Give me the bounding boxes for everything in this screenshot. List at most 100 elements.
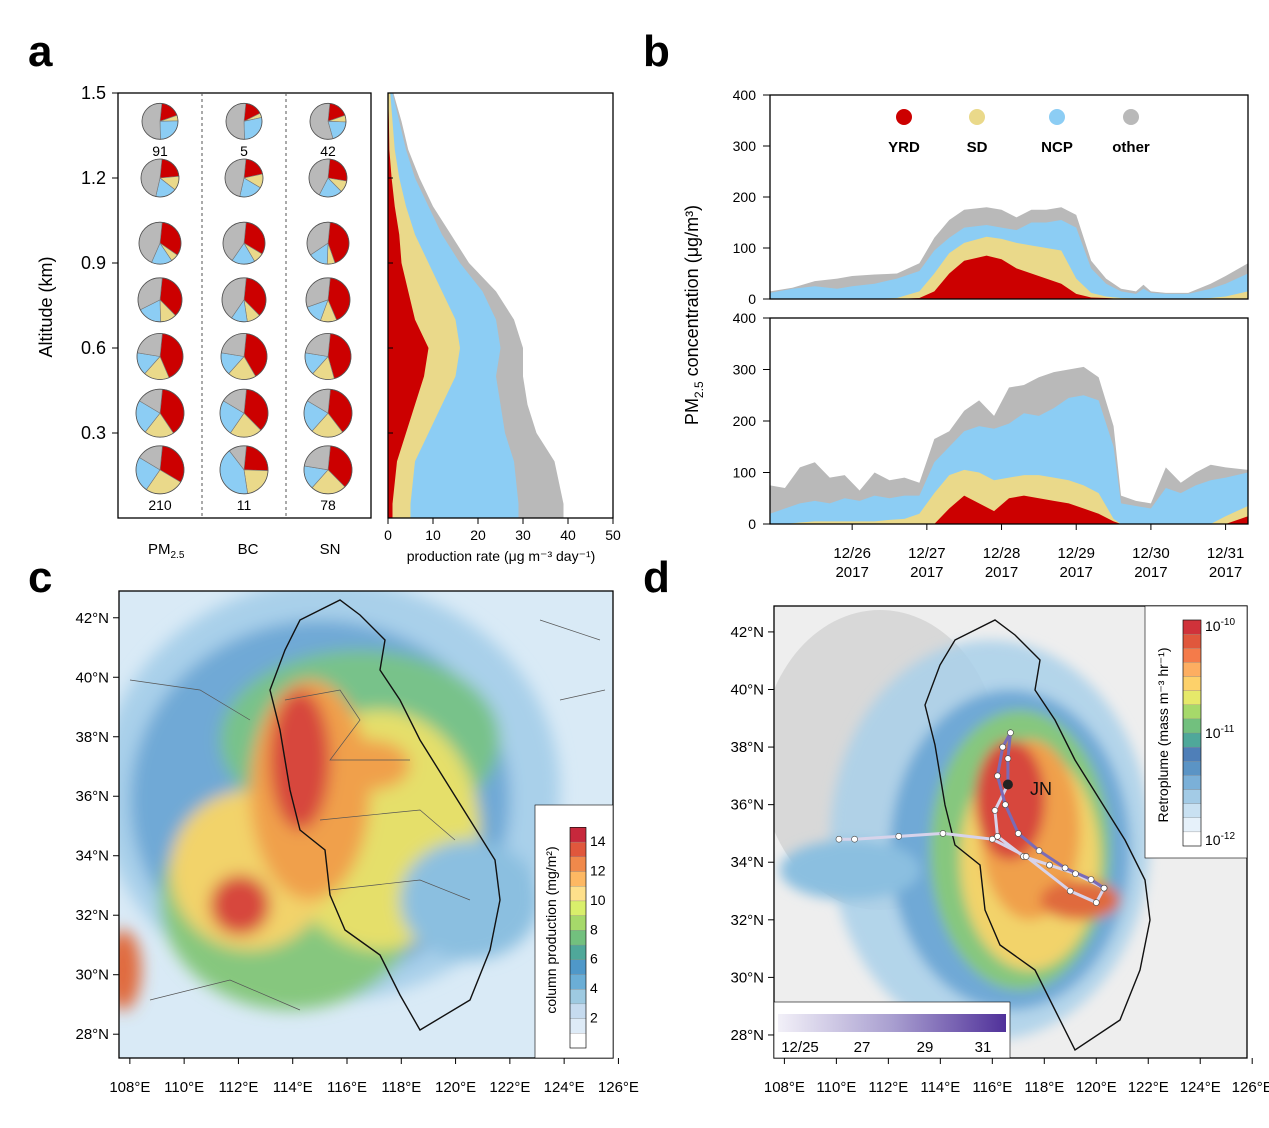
colorbar-c-bin: [569, 1018, 587, 1034]
longitude-tick-label: 122°E: [1128, 1079, 1169, 1096]
field-c-orange-east: [330, 740, 410, 790]
legend-dot-sd: [969, 109, 985, 125]
longitude-tick-label: 116°E: [327, 1079, 367, 1096]
longitude-tick-label: 110°E: [816, 1079, 856, 1096]
longitude-tick-label: 112°E: [218, 1079, 258, 1096]
pie-outline: [222, 221, 266, 265]
trajectory-point: [1087, 876, 1095, 883]
latitude-tick-label: 28°N: [75, 1026, 109, 1043]
pm25-label-sub: 2.5: [692, 381, 706, 398]
field-c-red-southwest: [210, 875, 270, 935]
site-label-jn: JN: [1030, 779, 1052, 799]
colorbar-c-tick-label: 14: [590, 833, 606, 849]
trajectory-point: [994, 772, 1001, 780]
date-bar-gradient: [778, 1014, 1006, 1032]
time-series-bottom: [770, 366, 1248, 524]
year-tick-label: 2017: [1060, 564, 1093, 581]
latitude-tick-label: 36°N: [75, 788, 109, 805]
colorbar-d-bin: [1182, 831, 1202, 847]
colorbar-d-tick-exp: -12: [1221, 831, 1236, 842]
colorbar-d-bin: [1182, 775, 1202, 790]
panel-label-a: a: [28, 27, 53, 76]
year-tick-label: 2017: [985, 564, 1018, 581]
column-label-pm25: PM2.5: [148, 541, 185, 561]
date-tick-label: 12/30: [1132, 545, 1170, 562]
colorbar-c-bin: [569, 827, 587, 843]
production-rate-label: production rate (μg m⁻³ day⁻¹): [407, 548, 596, 564]
colorbar-d-bin: [1182, 803, 1202, 818]
time-series-top: [770, 207, 1248, 299]
longitude-tick-label: 120°E: [1076, 1079, 1117, 1096]
concentration-tick-label: 100: [733, 240, 757, 256]
pm25-concentration-label: PM2.5 concentration (μg/m³): [682, 205, 706, 425]
pie-outline: [135, 445, 185, 495]
colorbar-c-outline: [569, 827, 587, 1049]
pie-grid: [135, 102, 353, 495]
colorbar-d-tick-label: 10-12: [1205, 831, 1235, 848]
top-total-pm25: 91: [152, 143, 168, 159]
panel-label-b: b: [643, 27, 670, 76]
trajectory-point: [1100, 884, 1108, 892]
colorbar-c-bin: [569, 944, 587, 960]
production-rate-tick-label: 30: [515, 527, 531, 543]
trajectory-point: [1046, 861, 1053, 869]
column-label-pm25-main: PM: [148, 541, 171, 558]
colorbar-c-bin: [569, 856, 587, 872]
trajectory-point: [1014, 830, 1022, 837]
latitude-tick-label: 36°N: [730, 797, 764, 814]
colorbar-d-bin: [1182, 732, 1202, 748]
longitude-tick-label: 114°E: [920, 1079, 960, 1096]
pm25-label-rest: concentration (μg/m³): [682, 205, 702, 381]
pie-outline: [224, 158, 264, 198]
colorbar-d-bin: [1182, 619, 1202, 635]
profile-area-yrd: [388, 93, 429, 518]
pie-slice-other: [225, 103, 247, 140]
date-tick-31: 31: [975, 1039, 992, 1056]
panel-a-pies: 0.30.60.91.21.5 91 5 42 210 11 78 PM2.5 …: [36, 83, 372, 561]
concentration-tick-label: 400: [733, 310, 757, 326]
pie-slice-yrd: [243, 445, 269, 472]
colorbar-d-bin: [1182, 676, 1202, 691]
colorbar-c-bin: [569, 989, 587, 1005]
date-tick-label: 12/27: [908, 545, 946, 562]
colorbar-c-bin: [569, 1033, 587, 1049]
colorbar-c-tick-label: 6: [590, 951, 598, 967]
pie-outline: [303, 445, 353, 495]
production-rate-tick-label: 0: [384, 527, 392, 543]
legend-dot-ncp: [1049, 109, 1065, 125]
trajectory-point: [1004, 755, 1012, 762]
concentration-tick-label: 0: [748, 516, 756, 532]
concentration-tick-label: 300: [733, 362, 757, 378]
pm25-label-main: PM: [682, 398, 702, 425]
pie-outline: [221, 277, 267, 323]
concentration-tick-label: 200: [733, 413, 757, 429]
colorbar-d-tick-exp: -10: [1221, 617, 1236, 628]
trajectory-point: [1035, 847, 1043, 855]
pie-outline: [140, 158, 180, 198]
concentration-tick-label: 200: [733, 189, 757, 205]
top-total-sn: 42: [320, 143, 336, 159]
region-boundary-d: [924, 619, 1151, 1052]
legend-dot-other: [1123, 109, 1139, 125]
concentration-tick-label: 300: [733, 138, 757, 154]
top-total-bc: 5: [240, 143, 248, 159]
pie-outline: [137, 277, 183, 323]
time-series-axes: 0 100 200 300 400 0 100 200 300 400 12/26 2017 12/27…: [733, 87, 1245, 581]
pie-slice-sd: [243, 469, 269, 494]
colorbar-c-bin: [569, 900, 587, 916]
colorbar-d-label: Retroplume (mass m⁻³ hr⁻¹): [1155, 647, 1171, 822]
longitude-tick-label: 120°E: [435, 1079, 476, 1096]
profile-frame: [387, 92, 614, 519]
latitude-tick-label: 38°N: [730, 739, 764, 756]
column-label-bc: BC: [238, 541, 259, 558]
longitude-tick-label: 124°E: [1180, 1079, 1221, 1096]
trajectory-point: [991, 807, 999, 814]
pie-slice-yrd: [327, 158, 348, 182]
bottom-total-sn: 78: [320, 497, 336, 513]
colorbar-c-tick-label: 12: [590, 862, 606, 878]
altitude-tick-label: 0.3: [81, 423, 106, 443]
pie-outline: [219, 388, 269, 438]
latitude-tick-label: 40°N: [75, 669, 109, 686]
field-c-edge-hotspot: [119, 930, 141, 1010]
longitude-tick-label: 118°E: [381, 1079, 421, 1096]
